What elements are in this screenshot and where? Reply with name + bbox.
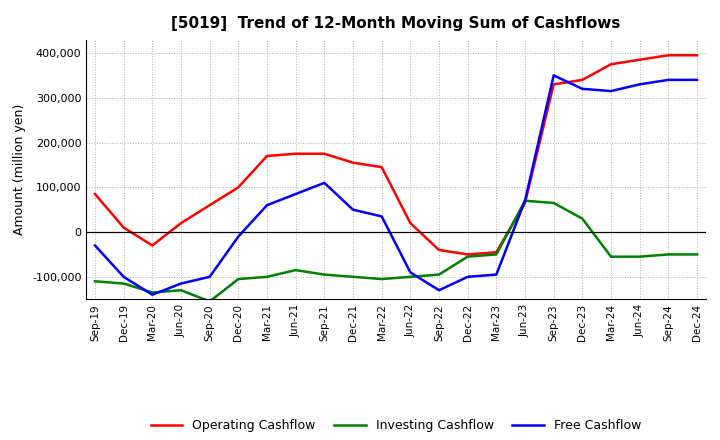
- Operating Cashflow: [348, 160, 357, 165]
- Investing Cashflow: [664, 252, 672, 257]
- Free Cashflow: [91, 243, 99, 248]
- Operating Cashflow: [406, 220, 415, 226]
- Free Cashflow: [292, 191, 300, 197]
- Investing Cashflow: [148, 290, 157, 295]
- Investing Cashflow: [320, 272, 328, 277]
- Operating Cashflow: [148, 243, 157, 248]
- Legend: Operating Cashflow, Investing Cashflow, Free Cashflow: Operating Cashflow, Investing Cashflow, …: [146, 414, 646, 437]
- Free Cashflow: [320, 180, 328, 186]
- Free Cashflow: [635, 82, 644, 87]
- Line: Investing Cashflow: Investing Cashflow: [95, 201, 697, 301]
- Free Cashflow: [578, 86, 587, 92]
- Investing Cashflow: [464, 254, 472, 259]
- Operating Cashflow: [263, 153, 271, 158]
- Free Cashflow: [348, 207, 357, 213]
- Operating Cashflow: [492, 249, 500, 255]
- Free Cashflow: [464, 274, 472, 279]
- Investing Cashflow: [693, 252, 701, 257]
- Investing Cashflow: [263, 274, 271, 279]
- Operating Cashflow: [578, 77, 587, 83]
- Free Cashflow: [406, 270, 415, 275]
- Investing Cashflow: [292, 268, 300, 273]
- Operating Cashflow: [377, 165, 386, 170]
- Investing Cashflow: [578, 216, 587, 221]
- Operating Cashflow: [664, 53, 672, 58]
- Operating Cashflow: [120, 225, 128, 230]
- Investing Cashflow: [176, 288, 185, 293]
- Investing Cashflow: [492, 252, 500, 257]
- Line: Operating Cashflow: Operating Cashflow: [95, 55, 697, 254]
- Operating Cashflow: [91, 191, 99, 197]
- Investing Cashflow: [549, 200, 558, 205]
- Operating Cashflow: [607, 62, 616, 67]
- Operating Cashflow: [521, 200, 529, 205]
- Free Cashflow: [492, 272, 500, 277]
- Title: [5019]  Trend of 12-Month Moving Sum of Cashflows: [5019] Trend of 12-Month Moving Sum of C…: [171, 16, 621, 32]
- Investing Cashflow: [607, 254, 616, 259]
- Investing Cashflow: [435, 272, 444, 277]
- Free Cashflow: [377, 214, 386, 219]
- Free Cashflow: [263, 202, 271, 208]
- Operating Cashflow: [320, 151, 328, 156]
- Investing Cashflow: [234, 276, 243, 282]
- Investing Cashflow: [521, 198, 529, 203]
- Free Cashflow: [435, 288, 444, 293]
- Free Cashflow: [205, 274, 214, 279]
- Free Cashflow: [549, 73, 558, 78]
- Y-axis label: Amount (million yen): Amount (million yen): [14, 104, 27, 235]
- Investing Cashflow: [635, 254, 644, 259]
- Operating Cashflow: [693, 53, 701, 58]
- Investing Cashflow: [348, 274, 357, 279]
- Operating Cashflow: [292, 151, 300, 156]
- Investing Cashflow: [120, 281, 128, 286]
- Free Cashflow: [120, 274, 128, 279]
- Operating Cashflow: [635, 57, 644, 62]
- Free Cashflow: [521, 198, 529, 203]
- Operating Cashflow: [464, 252, 472, 257]
- Operating Cashflow: [549, 82, 558, 87]
- Operating Cashflow: [205, 202, 214, 208]
- Investing Cashflow: [205, 299, 214, 304]
- Free Cashflow: [234, 234, 243, 239]
- Free Cashflow: [693, 77, 701, 83]
- Free Cashflow: [607, 88, 616, 94]
- Investing Cashflow: [377, 276, 386, 282]
- Investing Cashflow: [91, 279, 99, 284]
- Operating Cashflow: [234, 185, 243, 190]
- Free Cashflow: [664, 77, 672, 83]
- Operating Cashflow: [176, 220, 185, 226]
- Operating Cashflow: [435, 247, 444, 253]
- Free Cashflow: [148, 292, 157, 297]
- Free Cashflow: [176, 281, 185, 286]
- Line: Free Cashflow: Free Cashflow: [95, 75, 697, 295]
- Investing Cashflow: [406, 274, 415, 279]
